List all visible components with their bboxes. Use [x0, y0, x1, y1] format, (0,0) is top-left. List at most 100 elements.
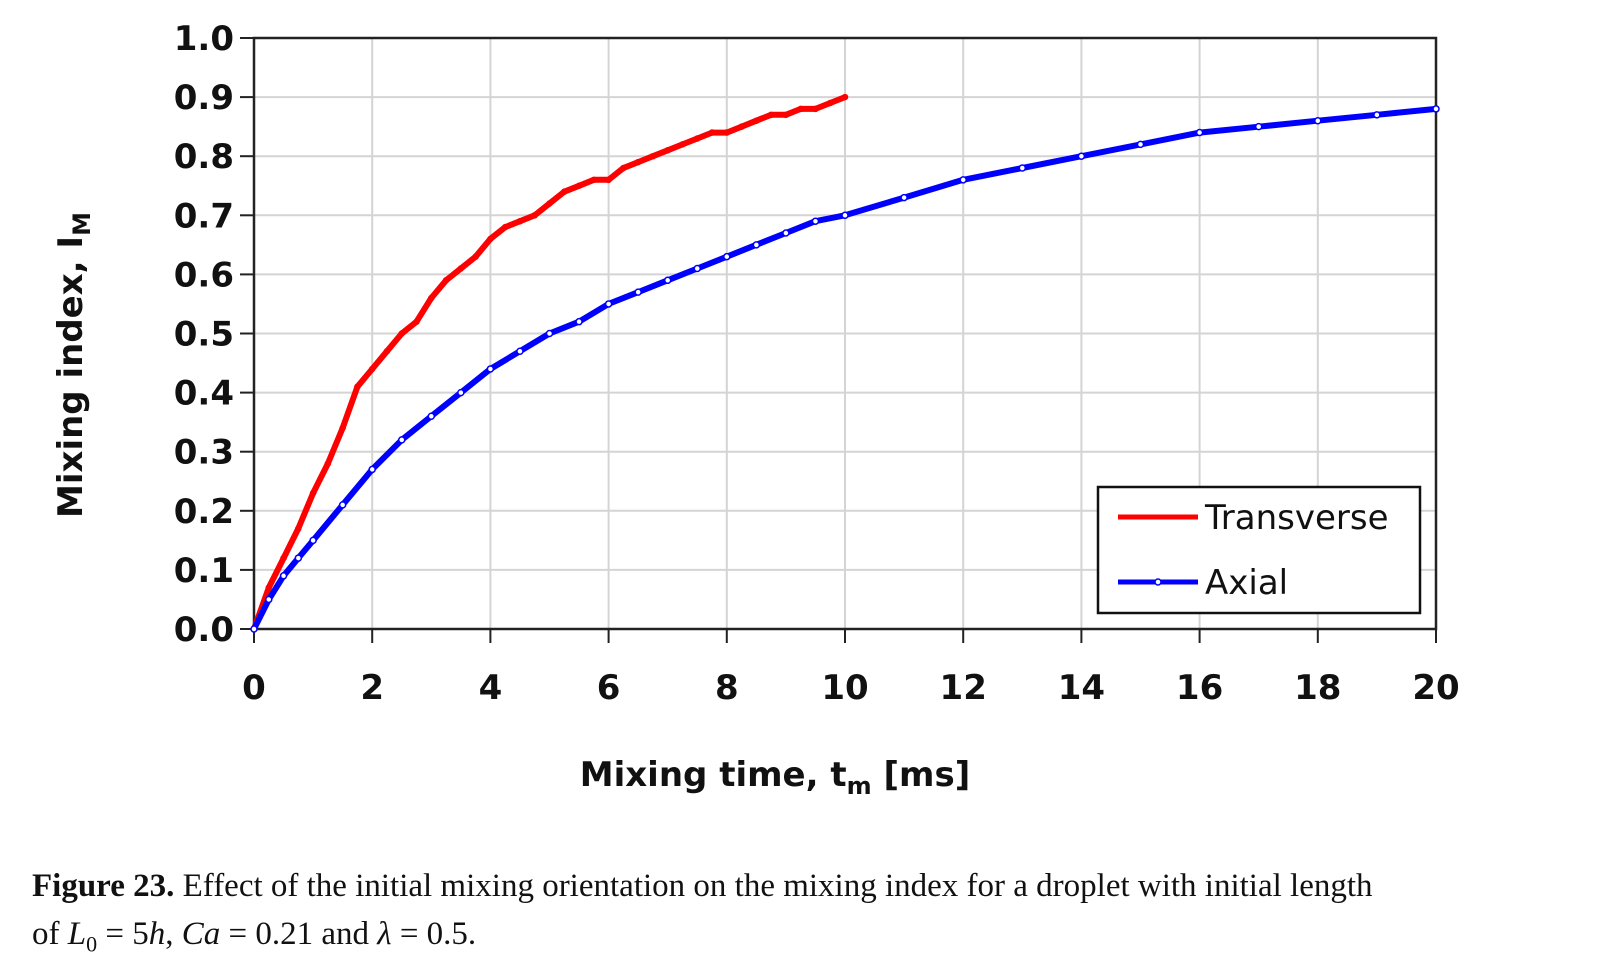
data-point-transverse: [590, 176, 598, 184]
caption-h-symbol: h: [148, 916, 166, 952]
data-point-transverse: [753, 117, 760, 124]
data-point-axial: [841, 211, 849, 220]
y-tick-label: 0.5: [174, 315, 234, 355]
chart-canvas: 0.0 0.1 0.2 0.3 0.4 0.5 0.6 0.7 0.8 0.9 1.0 0 2 4 6 8 1…: [51, 19, 1460, 800]
data-point-transverse: [723, 129, 731, 136]
data-point-axial: [575, 317, 583, 326]
x-tick-label: 12: [940, 668, 987, 708]
x-axis-title: Mixing time, tm [ms]: [580, 755, 970, 800]
caption-comma: ,: [165, 916, 182, 952]
y-tick-label: 0.0: [174, 610, 234, 650]
data-point-axial: [1077, 152, 1086, 160]
y-tick-label: 1.0: [174, 19, 234, 59]
data-point-axial: [516, 347, 524, 355]
data-point-transverse: [428, 294, 435, 302]
data-point-axial: [265, 595, 273, 604]
data-point-transverse: [797, 105, 804, 113]
data-point-transverse: [309, 489, 317, 497]
x-tick-label: 6: [597, 668, 621, 708]
x-tick-label: 0: [242, 668, 266, 708]
data-point-transverse: [413, 318, 420, 325]
series-line-transverse: [251, 94, 848, 632]
data-point-axial: [338, 501, 347, 509]
caption-ca-symbol: Ca: [181, 916, 221, 952]
y-tick-label: 0.4: [174, 374, 234, 414]
y-axis-label: Mixing index, I: [51, 236, 91, 518]
legend-marker-axial: [1154, 578, 1162, 586]
data-point-axial: [604, 300, 613, 308]
data-point-transverse: [605, 176, 612, 184]
caption-L-sub: 0: [86, 931, 98, 957]
x-tick-label: 4: [479, 668, 503, 708]
y-tick-label: 0.9: [174, 78, 234, 118]
data-point-transverse: [280, 554, 287, 562]
data-point-axial: [309, 536, 317, 545]
data-point-transverse: [265, 584, 273, 591]
data-point-axial: [486, 365, 495, 373]
x-tick-label: 14: [1058, 668, 1105, 708]
data-point-axial: [279, 572, 288, 580]
data-point-axial: [457, 388, 465, 397]
data-point-axial: [1314, 116, 1322, 125]
caption-eq2: = 0.21 and: [220, 916, 378, 952]
data-point-axial: [782, 229, 790, 237]
data-point-axial: [1254, 122, 1263, 131]
data-point-transverse: [354, 383, 361, 390]
data-point-axial: [1136, 140, 1145, 149]
data-point-transverse: [738, 123, 745, 130]
y-tick-label: 0.6: [174, 255, 234, 295]
data-point-transverse: [295, 525, 302, 532]
caption-eq3: = 0.5.: [391, 916, 477, 952]
data-point-axial: [959, 176, 967, 184]
data-point-transverse: [634, 158, 642, 166]
data-point-axial: [634, 288, 642, 296]
data-point-axial: [752, 241, 761, 249]
x-axis-label-sub: m: [847, 772, 872, 800]
data-point-transverse: [812, 105, 819, 113]
data-point-axial: [663, 276, 672, 285]
x-tick-label: 10: [821, 668, 868, 708]
data-point-transverse: [782, 111, 790, 119]
caption-of: of: [32, 916, 68, 952]
data-point-transverse: [620, 164, 627, 172]
legend-label-transverse: Transverse: [1204, 498, 1389, 538]
x-tick-label: 8: [715, 668, 739, 708]
data-point-transverse: [501, 223, 509, 231]
caption-L-symbol: L: [67, 916, 87, 952]
series-lines: [250, 93, 1440, 633]
data-point-axial: [1373, 111, 1381, 119]
data-point-transverse: [546, 200, 553, 207]
data-point-transverse: [649, 152, 657, 160]
x-axis-ticks: 0 2 4 6 8 10 12 14 16 18 20: [242, 629, 1460, 708]
y-tick-label: 0.2: [174, 492, 234, 532]
data-point-transverse: [708, 129, 716, 136]
caption-text: Effect of the initial mixing orientation…: [174, 868, 1373, 904]
caption-line-1: Figure 23. Effect of the initial mixing …: [32, 862, 1592, 910]
data-point-axial: [398, 436, 406, 444]
data-point-transverse: [324, 460, 332, 467]
data-point-axial: [811, 217, 820, 225]
data-point-axial: [368, 465, 376, 474]
data-point-axial: [1018, 164, 1027, 172]
y-tick-label: 0.7: [174, 196, 234, 236]
data-point-transverse: [767, 111, 775, 119]
data-point-transverse: [457, 265, 465, 272]
data-point-axial: [545, 329, 554, 338]
data-point-transverse: [679, 141, 686, 148]
legend-box: [1096, 485, 1422, 615]
data-point-transverse: [841, 93, 849, 101]
data-point-transverse: [531, 212, 538, 219]
data-point-axial: [1432, 105, 1440, 113]
x-tick-label: 16: [1176, 668, 1223, 708]
caption-lambda-symbol: λ: [377, 916, 392, 952]
data-point-transverse: [694, 135, 701, 142]
caption-eq1: = 5: [97, 916, 149, 952]
legend-label-axial: Axial: [1205, 563, 1288, 603]
legend: Transverse Axial: [1096, 485, 1422, 615]
data-point-transverse: [826, 99, 834, 107]
x-axis-unit-spacer: [872, 755, 884, 795]
data-point-transverse: [664, 147, 671, 154]
caption-label: Figure 23.: [32, 868, 175, 904]
x-tick-label: 20: [1412, 668, 1459, 708]
data-point-axial: [900, 193, 908, 202]
